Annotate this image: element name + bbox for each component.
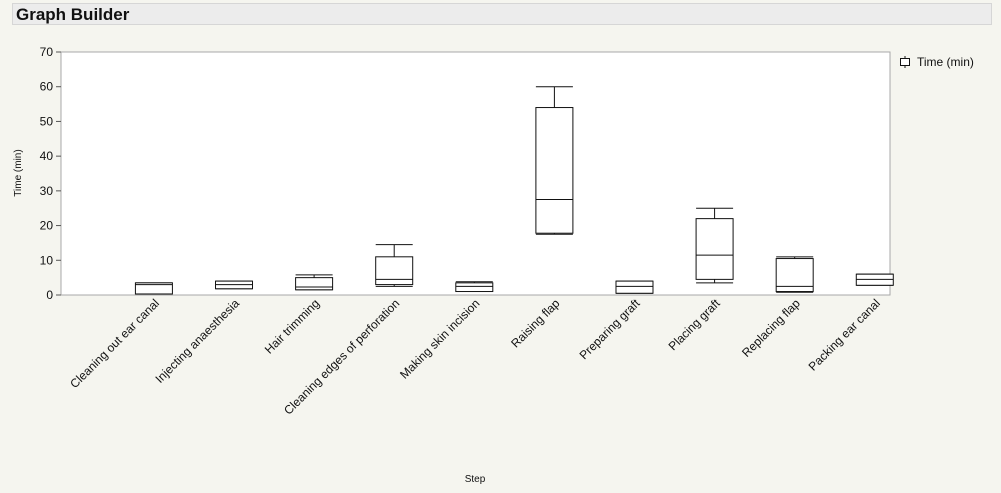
x-tick-label: Injecting anaesthesia	[153, 296, 243, 386]
x-tick-label: Making skin incision	[397, 296, 482, 381]
box-5	[455, 281, 494, 293]
box-10	[855, 273, 894, 286]
box-iqr	[134, 282, 173, 295]
x-axis-label: Step	[465, 474, 486, 485]
y-tick-label: 20	[40, 219, 54, 233]
y-tick-label: 30	[40, 184, 54, 198]
box-8	[695, 207, 734, 284]
y-axis-label: Time (min)	[13, 149, 24, 196]
legend[interactable]: Time (min)	[899, 55, 974, 69]
x-tick-label: Cleaning out ear canal	[67, 296, 162, 391]
x-tick-label: Hair trimming	[262, 296, 322, 356]
box-7	[615, 280, 654, 294]
box-iqr	[455, 282, 494, 293]
legend-label: Time (min)	[917, 55, 974, 69]
box-9	[775, 256, 814, 293]
box-3	[295, 274, 334, 291]
box-series	[134, 86, 894, 295]
window-titlebar: Graph Builder	[12, 3, 992, 25]
box-iqr	[295, 277, 334, 291]
y-tick-label: 10	[40, 253, 54, 267]
box-1	[134, 282, 173, 295]
window-title: Graph Builder	[16, 5, 130, 24]
x-tick-label: Replacing flap	[739, 296, 803, 360]
box-iqr	[615, 280, 654, 294]
x-tick-label: Placing graft	[666, 296, 724, 354]
box-2	[215, 280, 254, 290]
x-tick-label: Raising flap	[508, 296, 562, 350]
y-tick-label: 60	[40, 80, 54, 94]
box-iqr	[535, 107, 574, 234]
y-tick-label: 40	[40, 149, 54, 163]
y-axis: 0 10 20 30 40 50 60 70	[40, 45, 61, 302]
box-iqr	[695, 218, 734, 280]
y-tick-label: 70	[40, 45, 54, 59]
x-tick-label: Packing ear canal	[806, 296, 883, 373]
box-plot-legend-icon	[900, 56, 910, 68]
x-tick-label: Preparing graft	[577, 296, 643, 362]
y-tick-label: 50	[40, 114, 54, 128]
box-6	[535, 86, 574, 235]
y-tick-label: 0	[46, 288, 53, 302]
box-4	[375, 244, 414, 287]
plot-frame	[60, 51, 891, 296]
box-iqr	[375, 256, 414, 286]
